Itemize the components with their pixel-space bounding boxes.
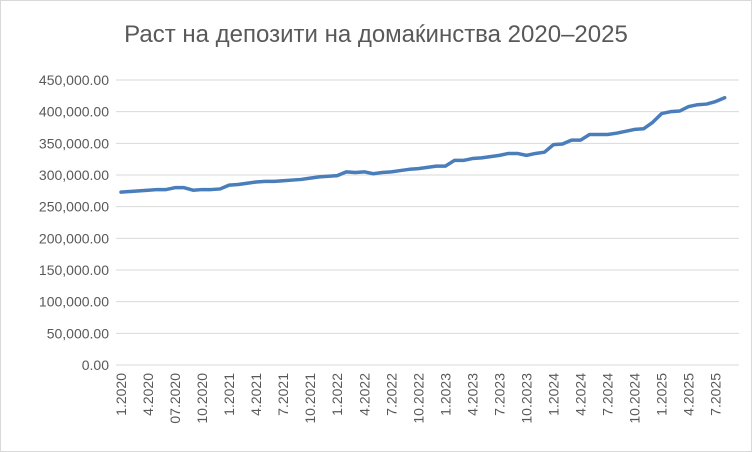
x-tick-label: 10.2021 — [302, 373, 318, 424]
x-tick-label: 10.2022 — [410, 373, 426, 424]
y-tick-label: 100,000.00 — [39, 294, 109, 310]
x-tick-label: 07.2020 — [167, 373, 183, 424]
chart-title: Раст на депозити на домаќинства 2020–202… — [124, 21, 628, 48]
x-tick-label: 1.2022 — [329, 373, 345, 416]
x-tick-label: 1.2025 — [654, 373, 670, 416]
y-tick-label: 150,000.00 — [39, 262, 109, 278]
x-tick-label: 1.2021 — [221, 373, 237, 416]
x-tick-label: 7.2023 — [491, 373, 507, 416]
x-tick-label: 1.2024 — [545, 373, 561, 416]
x-tick-label: 4.2023 — [464, 373, 480, 416]
data-series-line — [119, 95, 727, 194]
x-tick-label: 10.2024 — [627, 373, 643, 424]
x-tick-label: 1.2023 — [437, 373, 453, 416]
y-tick-label: 300,000.00 — [39, 167, 109, 183]
y-tick-label: 200,000.00 — [39, 230, 109, 246]
x-tick-label: 7.2025 — [708, 373, 724, 416]
x-tick-label: 10.2020 — [194, 373, 210, 424]
y-tick-label: 450,000.00 — [39, 72, 109, 88]
x-tick-label: 7.2024 — [600, 373, 616, 416]
x-tick-label: 4.2022 — [356, 373, 372, 416]
x-tick-label: 4.2021 — [248, 373, 264, 416]
x-tick-label: 10.2023 — [518, 373, 534, 424]
y-tick-label: 250,000.00 — [39, 199, 109, 215]
y-tick-label: 400,000.00 — [39, 104, 109, 120]
y-tick-label: 50,000.00 — [47, 325, 109, 341]
x-tick-label: 1.2020 — [113, 373, 129, 416]
x-tick-label: 7.2021 — [275, 373, 291, 416]
y-tick-label: 350,000.00 — [39, 135, 109, 151]
y-tick-label: 0.00 — [82, 357, 109, 373]
x-tick-label: 4.2024 — [573, 373, 589, 416]
x-tick-label: 7.2022 — [383, 373, 399, 416]
x-tick-label: 4.2025 — [681, 373, 697, 416]
x-tick-label: 4.2020 — [140, 373, 156, 416]
